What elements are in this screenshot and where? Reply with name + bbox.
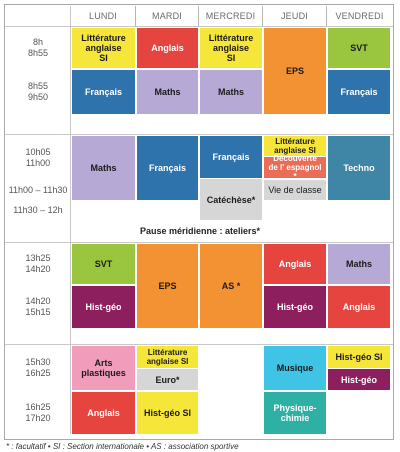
day-header-monday: LUNDI <box>71 6 136 26</box>
time-slot-5: 11h30 – 12h <box>13 204 63 215</box>
course-cell-friday-slot7b: Hist-géo <box>328 369 390 390</box>
day-header-wednesday: MERCREDI <box>199 6 263 26</box>
course-cell-wednesday-catechese: Catéchèse* <box>200 179 262 220</box>
time-slot-2: 8h55 9h50 <box>27 81 49 102</box>
time-slot-1: 8h 8h55 <box>27 37 49 58</box>
course-cell-friday-slot5: Maths <box>328 244 390 284</box>
course-cell-friday-slot2: Français <box>328 70 390 114</box>
course-cell-monday-slot1: Littérature anglaise SI <box>72 28 135 68</box>
day-header-friday: VENDREDI <box>327 6 392 26</box>
course-cell-friday-slot3: Techno <box>328 136 390 200</box>
course-cell-tuesday-slot5: EPS <box>137 244 198 328</box>
course-cell-monday-slot2: Français <box>72 70 135 114</box>
time-column-divider <box>70 6 71 434</box>
course-cell-monday-slot8: Anglais <box>72 392 135 434</box>
course-cell-thursday-slot5: Anglais <box>264 244 326 284</box>
time-slot-3: 10h05 11h00 <box>25 147 51 168</box>
course-cell-monday-slot5: SVT <box>72 244 135 284</box>
course-cell-friday-slot1: SVT <box>328 28 390 68</box>
course-cell-monday-slot6: Hist-géo <box>72 286 135 328</box>
day-header-thursday: JEUDI <box>263 6 327 26</box>
course-cell-thursday-slot3b: Découverte de l' espagnol * <box>264 154 326 181</box>
footnote: * : facultatif • SI : Section internatio… <box>6 442 239 451</box>
row-divider <box>5 242 393 243</box>
time-slot-4: 11h00 – 11h30 <box>8 184 68 195</box>
time-slot-9: 16h25 17h20 <box>25 402 51 423</box>
course-cell-thursday-vie-de-classe: Vie de classe <box>264 180 326 200</box>
row-divider <box>5 134 393 135</box>
course-cell-tuesday-slot1: Anglais <box>137 28 198 68</box>
course-cell-thursday-slot1: EPS <box>264 28 326 114</box>
course-cell-monday-slot3: Maths <box>72 136 135 200</box>
course-cell-friday-slot6: Anglais <box>328 286 390 328</box>
course-cell-wednesday-slot1: Littérature anglaise SI <box>200 28 262 68</box>
time-slot-6: 13h25 14h20 <box>25 253 51 274</box>
course-cell-tuesday-slot7b: Euro* <box>137 369 198 390</box>
course-cell-tuesday-slot2: Maths <box>137 70 198 114</box>
course-cell-thursday-slot3a: Littérature anglaise SI <box>264 136 326 156</box>
course-cell-tuesday-slot3: Français <box>137 136 198 200</box>
course-cell-tuesday-slot8: Hist-géo SI <box>137 392 198 434</box>
course-cell-wednesday-slot5: AS * <box>200 244 262 328</box>
course-cell-friday-slot7a: Hist-géo SI <box>328 346 390 368</box>
lunch-break-label: Pause méridienne : ateliers* <box>139 226 261 236</box>
row-divider <box>5 344 393 345</box>
course-cell-tuesday-slot7a: Littérature anglaise SI <box>137 346 198 368</box>
day-header-tuesday: MARDI <box>136 6 199 26</box>
course-cell-thursday-slot7: Musique <box>264 346 326 390</box>
time-slot-8: 15h30 16h25 <box>25 357 51 378</box>
course-cell-wednesday-slot2: Maths <box>200 70 262 114</box>
course-cell-monday-slot7: Arts plastiques <box>72 346 135 390</box>
header-divider <box>5 26 393 27</box>
course-cell-wednesday-slot3: Français <box>200 136 262 178</box>
course-cell-thursday-slot6: Hist-géo <box>264 286 326 328</box>
course-cell-thursday-slot8: Physique- chimie <box>264 392 326 434</box>
time-slot-7: 14h20 15h15 <box>25 296 51 317</box>
